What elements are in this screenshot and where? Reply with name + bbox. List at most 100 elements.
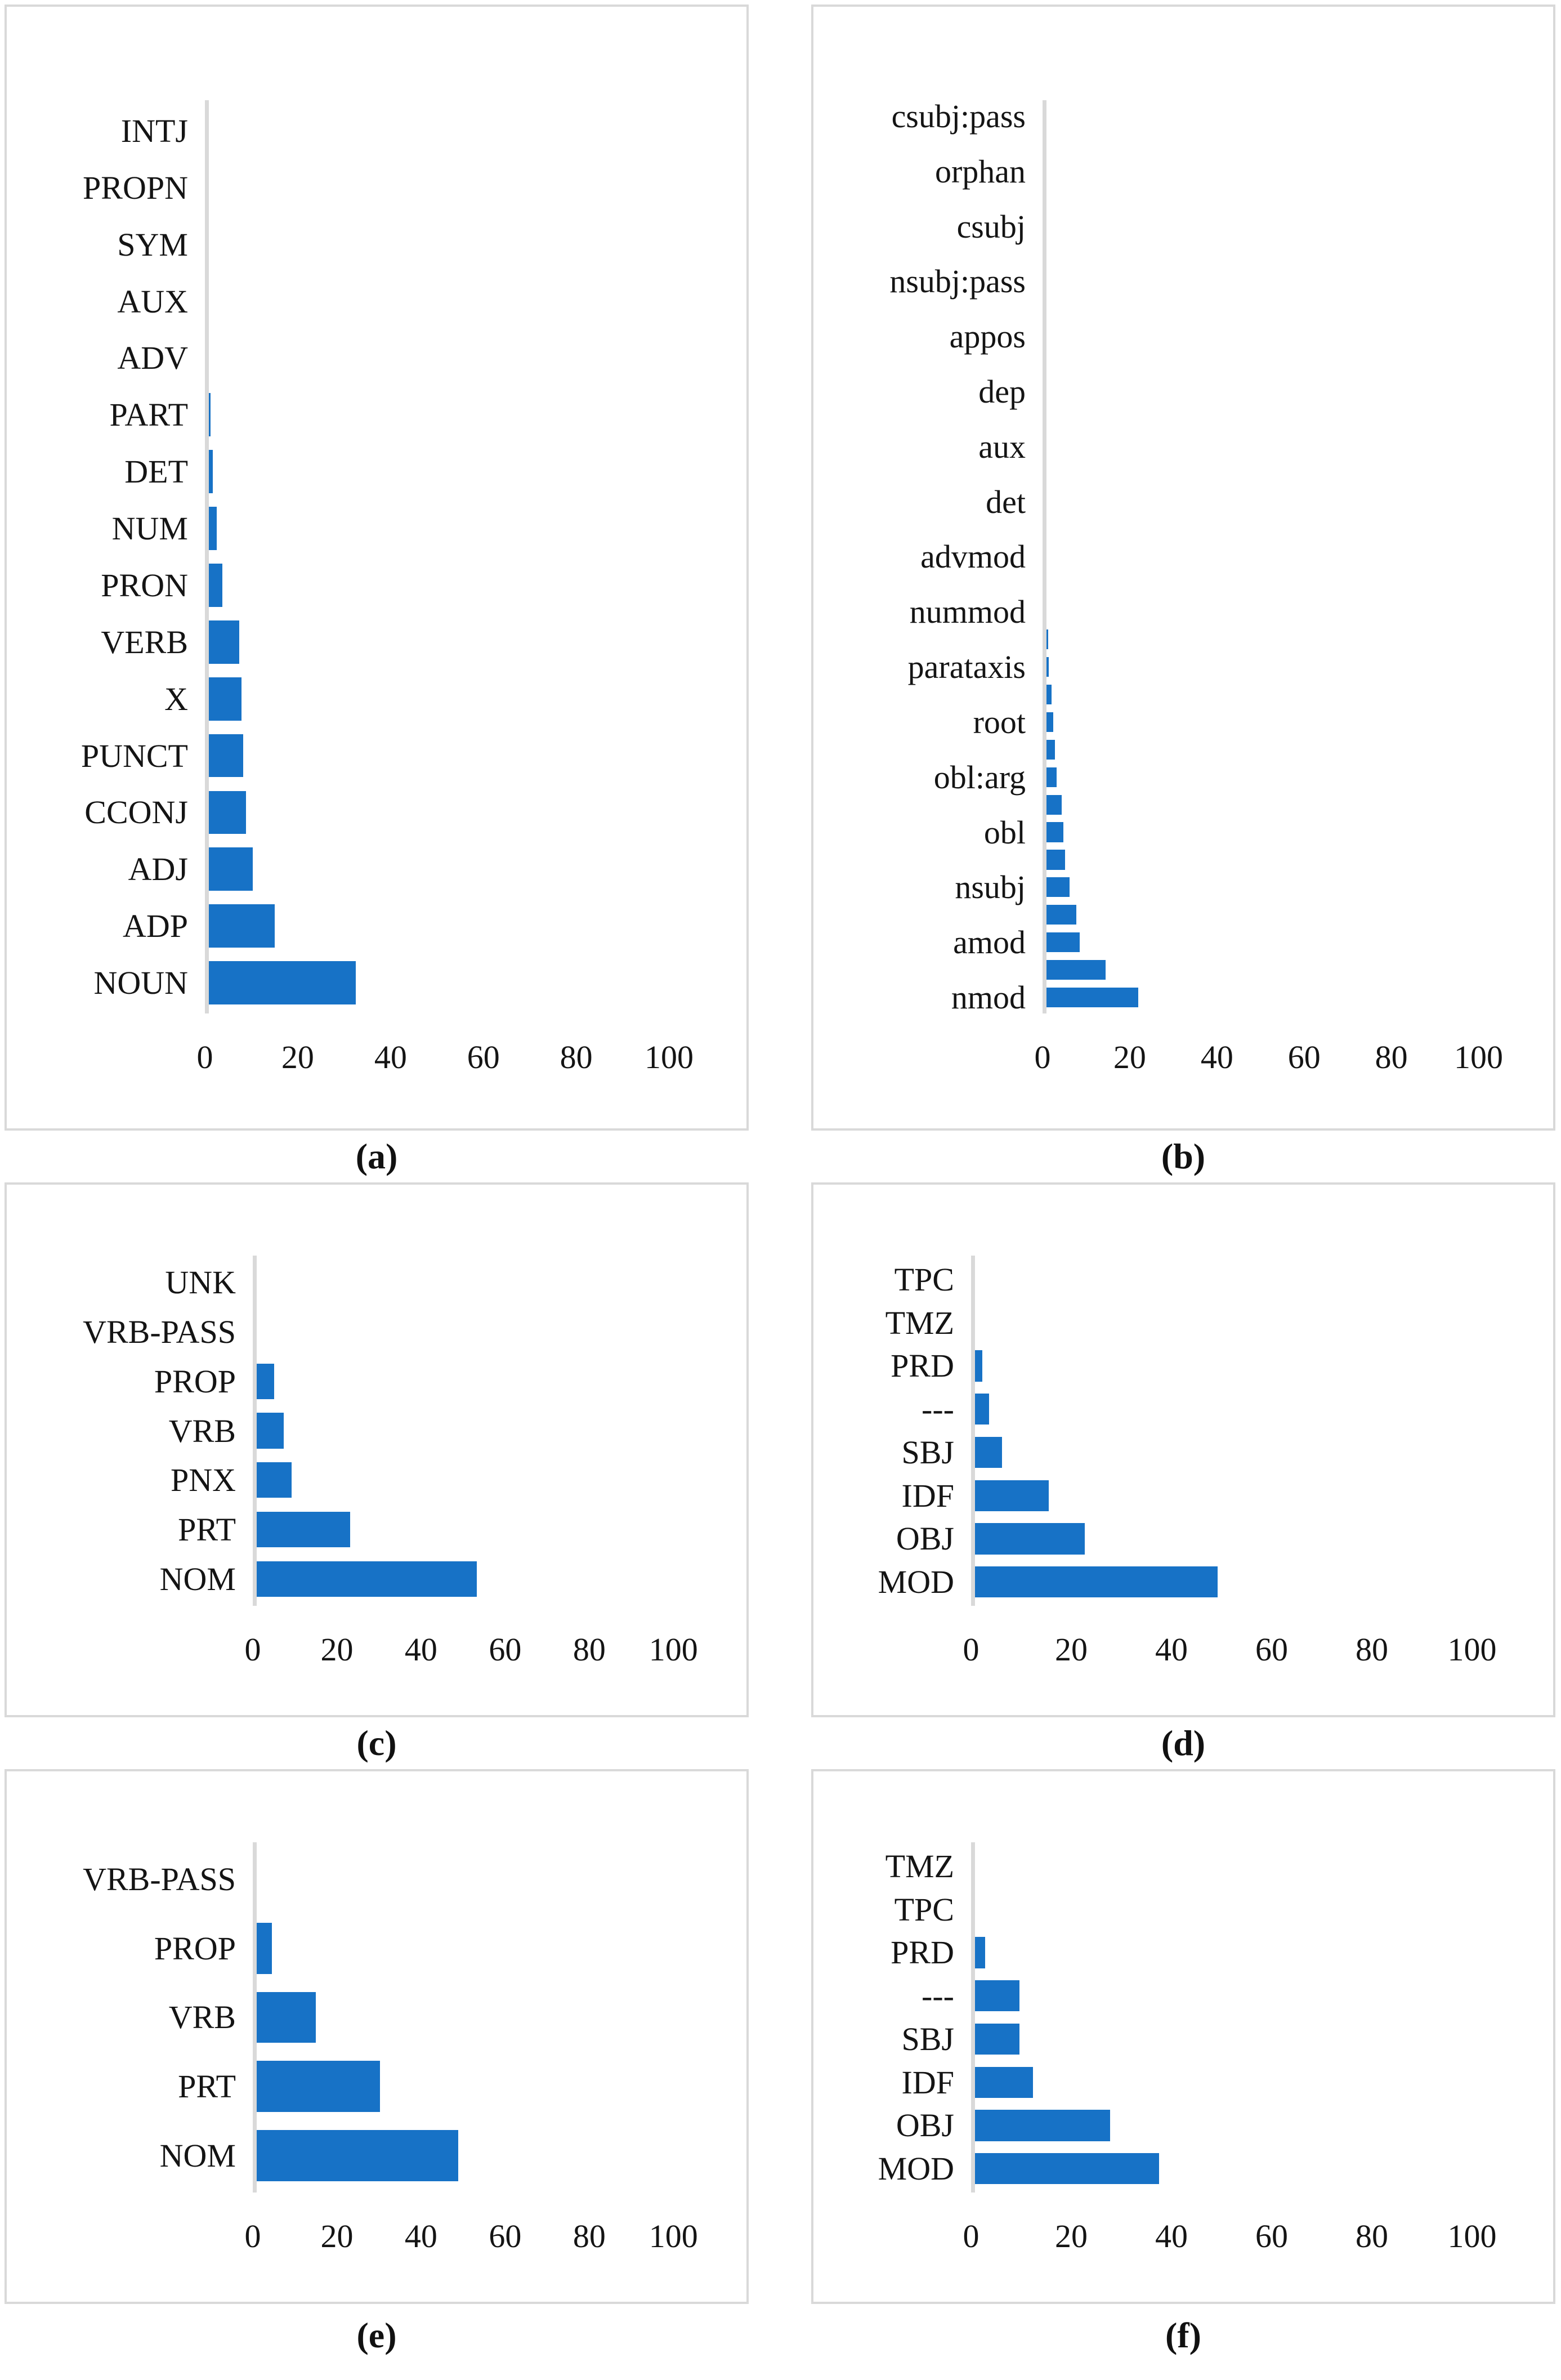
bar-slot: [971, 2104, 1522, 2147]
category-label: nummod: [909, 593, 1026, 631]
bar-row: obl: [826, 814, 1522, 851]
bar-slot: [1043, 130, 1522, 158]
category-label: SBJ: [901, 1434, 954, 1471]
bar-row: appos: [826, 318, 1522, 355]
x-tick-label: 100: [1454, 1039, 1504, 1075]
bar: [1043, 959, 1106, 980]
bar-slot: [1043, 763, 1522, 791]
category-label: VRB-PASS: [83, 1860, 236, 1897]
bar-slot: [205, 841, 715, 897]
bar-row: MOD: [826, 2147, 1522, 2190]
x-tick-label: 100: [648, 1631, 698, 1668]
bar-slot: [1043, 984, 1522, 1011]
bar: [205, 620, 240, 664]
x-tick-label: 80: [1375, 1039, 1408, 1075]
bar-row: [826, 956, 1522, 984]
bar-row: NUM: [19, 500, 715, 557]
x-tick-label: 80: [572, 2218, 606, 2254]
bar: [971, 1980, 1020, 2012]
x-tick-label: 100: [648, 2218, 698, 2254]
x-axis-e: 0 20 40 60 80 100: [245, 2217, 715, 2282]
bar-slot: [205, 557, 715, 614]
bar-slot: [205, 330, 715, 387]
category-label: TPC: [894, 1261, 954, 1298]
category-label: appos: [949, 318, 1026, 355]
bar-row: IDF: [826, 2061, 1522, 2104]
bar-row: [826, 350, 1522, 378]
category-label: X: [164, 680, 188, 717]
bar-row: [826, 461, 1522, 488]
bar-row: TPC: [826, 1888, 1522, 1931]
x-tick-label: 60: [1255, 2218, 1288, 2254]
bar-slot: [253, 1914, 715, 1983]
category-label: PRD: [891, 1934, 954, 1971]
bar: [971, 2153, 1159, 2185]
bar-slot: [1043, 350, 1522, 378]
category-label: parataxis: [907, 649, 1026, 686]
bar-row: VRB-PASS: [19, 1307, 715, 1357]
x-axis-d: 0 20 40 60 80 100: [963, 1631, 1522, 1695]
category-label: TPC: [894, 1891, 954, 1928]
bar-slot: [1043, 295, 1522, 323]
x-tick-label: 100: [645, 1039, 694, 1075]
bar-slot: [253, 1983, 715, 2052]
x-axis-c: 0 20 40 60 80 100: [245, 1631, 715, 1695]
category-label: obl:arg: [933, 758, 1026, 796]
bar-slot: [1043, 653, 1522, 681]
bar-row: VRB-PASS: [19, 1845, 715, 1914]
bar-slot: [971, 1931, 1522, 1975]
x-tick-label: 40: [1200, 1039, 1233, 1075]
bar: [205, 734, 244, 778]
chart-caption-e: (e): [356, 2315, 397, 2355]
bar: [253, 1991, 316, 2043]
x-tick-label: 80: [1356, 1631, 1388, 1668]
bar: [205, 791, 246, 834]
bar-slot: [1043, 405, 1522, 433]
chart-caption-f: (f): [1165, 2315, 1201, 2355]
bar-slot: [1043, 846, 1522, 873]
plot-area-a: INTJ PROPN SYM AUX ADV PART DET NUM PRON VERB X PUN…: [19, 100, 715, 1013]
bar-row: VERB: [19, 614, 715, 671]
x-tick-label: 40: [1155, 2218, 1188, 2254]
bar-row: ADP: [19, 897, 715, 954]
x-tick-label: 20: [1055, 1631, 1088, 1668]
category-label: TMZ: [885, 1847, 954, 1885]
bar-slot: [1043, 708, 1522, 736]
bar-slot: [205, 671, 715, 727]
x-tick-label: 60: [489, 1631, 522, 1668]
bar-row: MOD: [826, 1560, 1522, 1604]
bar: [253, 2130, 459, 2182]
category-label: PNX: [170, 1462, 236, 1499]
category-label: PRON: [101, 566, 188, 604]
category-label: MOD: [878, 2150, 954, 2187]
x-tick-label: 100: [1447, 2218, 1497, 2254]
bar-slot: [1043, 213, 1522, 240]
bar-row: [826, 791, 1522, 819]
chart-panel-d: TPC TMZ PRD --- SBJ IDF OBJ MOD 0 20 40 60 80 100: [811, 1182, 1555, 1717]
bar-row: PROP: [19, 1356, 715, 1406]
category-label: ---: [922, 1391, 954, 1428]
x-tick-label: 20: [281, 1039, 314, 1075]
bar-row: PRT: [19, 1505, 715, 1555]
bar-slot: [253, 1505, 715, 1555]
bar-row: csubj:pass: [826, 98, 1522, 135]
category-label: DET: [124, 453, 188, 490]
bar-row: UNK: [19, 1258, 715, 1307]
category-label: CCONJ: [84, 794, 188, 831]
bar-row: INTJ: [19, 102, 715, 159]
bar-row: advmod: [826, 538, 1522, 575]
bar-slot: [971, 2147, 1522, 2190]
bar-slot: [253, 1845, 715, 1914]
bar-slot: [1043, 102, 1522, 130]
bar-slot: [205, 216, 715, 273]
category-label: csubj: [956, 208, 1026, 245]
bar-slot: [253, 1455, 715, 1505]
bar-slot: [971, 1517, 1522, 1561]
bar-row: [826, 846, 1522, 873]
category-label: TMZ: [885, 1304, 954, 1341]
chart-caption-d: (d): [1161, 1723, 1206, 1763]
x-tick-label: 40: [404, 2218, 437, 2254]
bar: [1043, 932, 1080, 953]
bar: [971, 1436, 1003, 1468]
bar-slot: [971, 1431, 1522, 1474]
